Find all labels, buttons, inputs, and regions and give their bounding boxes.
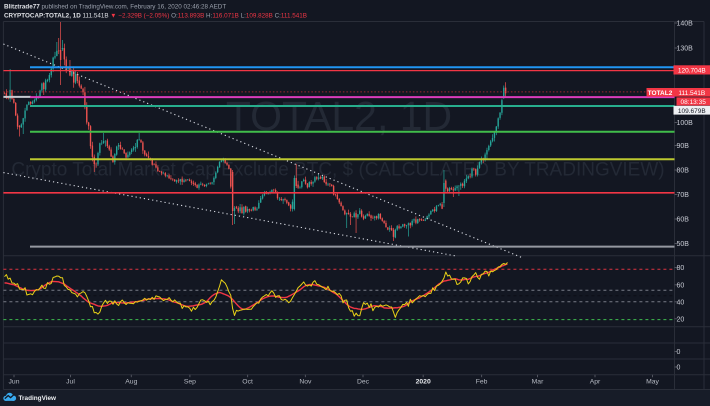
svg-text:Mar: Mar: [532, 379, 544, 386]
svg-text:60B: 60B: [677, 217, 690, 224]
svg-text:Aug: Aug: [125, 379, 137, 386]
svg-text:80B: 80B: [677, 168, 690, 175]
svg-text:80: 80: [677, 265, 685, 272]
svg-text:130B: 130B: [677, 46, 694, 53]
svg-text:0: 0: [677, 349, 681, 356]
svg-text:100B: 100B: [677, 120, 694, 127]
svg-text:2020: 2020: [416, 379, 431, 386]
svg-text:TradingView: TradingView: [19, 395, 57, 402]
svg-text:111.541B: 111.541B: [678, 90, 705, 97]
svg-text:Sep: Sep: [184, 379, 196, 386]
svg-text:109.679B: 109.679B: [678, 108, 706, 115]
svg-text:Jun: Jun: [9, 379, 20, 386]
svg-text:140B: 140B: [677, 21, 694, 28]
svg-text:TOTAL2: TOTAL2: [648, 90, 673, 97]
svg-text:90B: 90B: [677, 143, 690, 150]
svg-text:40: 40: [677, 299, 685, 306]
svg-text:70B: 70B: [677, 192, 690, 199]
svg-text:20: 20: [677, 316, 685, 323]
svg-text:Nov: Nov: [299, 379, 312, 386]
svg-text:Crypto Total Market Cap Exclud: Crypto Total Market Cap Exclude BTC, $ (…: [11, 160, 664, 181]
svg-text:Dec: Dec: [357, 379, 370, 386]
svg-text:Apr: Apr: [590, 379, 601, 386]
svg-text:Feb: Feb: [476, 379, 488, 386]
svg-text:50B: 50B: [677, 241, 690, 248]
svg-text:Jul: Jul: [66, 379, 75, 386]
svg-text:May: May: [646, 379, 659, 386]
svg-text:Oct: Oct: [242, 379, 253, 386]
svg-text:60: 60: [677, 282, 685, 289]
svg-text:120.704B: 120.704B: [678, 68, 706, 75]
svg-text:CRYPTOCAP:TOTAL2, 1D 111.541B: CRYPTOCAP:TOTAL2, 1D 111.541B ▼ −2.329B …: [4, 12, 307, 19]
svg-text:0: 0: [677, 365, 681, 372]
svg-text:Blitztrade77 published on Trad: Blitztrade77 published on TradingView.co…: [4, 4, 226, 11]
svg-text:08:13:35: 08:13:35: [681, 99, 707, 106]
